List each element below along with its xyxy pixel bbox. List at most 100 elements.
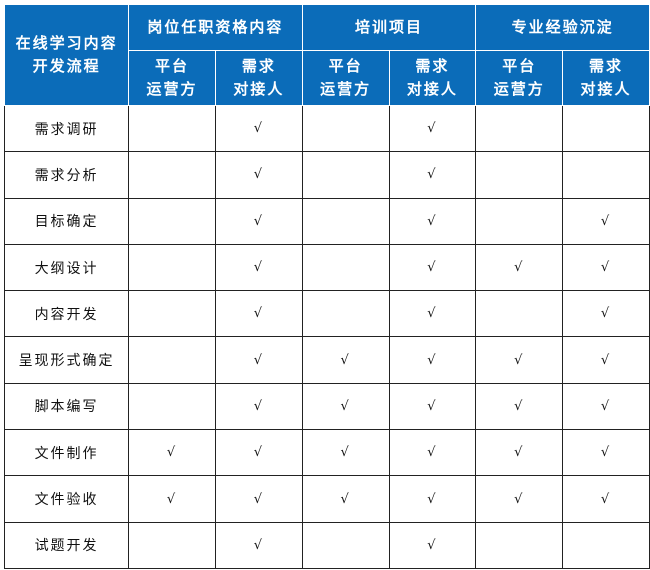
- check-cell: √: [475, 336, 564, 384]
- check-cell: √: [562, 243, 650, 292]
- row-label: 目标确定: [3, 197, 130, 245]
- checkmark-icon: √: [427, 398, 438, 414]
- checkmark-icon: √: [253, 260, 264, 276]
- checkmark-icon: √: [340, 352, 351, 368]
- row-label: 内容开发: [3, 290, 130, 338]
- corner-line-2: 开发流程: [32, 57, 101, 75]
- checkmark-icon: √: [253, 167, 264, 183]
- check-cell: √: [388, 521, 477, 569]
- check-cell: √: [388, 104, 477, 153]
- check-cell: √: [475, 243, 564, 292]
- group-header: 培训项目: [301, 4, 477, 51]
- empty-cell: [301, 290, 390, 338]
- checkmark-icon: √: [427, 167, 438, 183]
- checkmark-icon: √: [600, 445, 612, 461]
- sub-header: 平台 运营方: [128, 50, 216, 106]
- sub-header: 平台 运营方: [475, 50, 564, 106]
- checkmark-icon: √: [600, 352, 612, 368]
- process-table: 在线学习内容 开发流程 岗位任职资格内容 培训项目 专业经验沉淀 平台 运营方 需求…: [3, 4, 650, 569]
- check-cell: √: [388, 475, 477, 523]
- check-cell: √: [475, 429, 564, 477]
- corner-line-1: 在线学习内容: [15, 34, 118, 52]
- check-cell: √: [214, 521, 303, 569]
- row-label: 文件制作: [3, 429, 130, 477]
- row-label: 文件验收: [3, 475, 130, 523]
- check-cell: √: [214, 429, 303, 477]
- sub-header: 需求 对接人: [214, 50, 303, 106]
- checkmark-icon: √: [427, 260, 438, 276]
- checkmark-icon: √: [427, 491, 438, 507]
- row-label: 试题开发: [3, 521, 130, 569]
- sub-header-line: 对接人: [233, 80, 285, 98]
- check-cell: √: [301, 475, 390, 523]
- empty-cell: [128, 243, 216, 292]
- check-cell: √: [562, 336, 650, 384]
- checkmark-icon: √: [253, 445, 264, 461]
- row-label: 呈现形式确定: [3, 336, 130, 384]
- check-cell: √: [388, 197, 477, 245]
- row-label: 需求分析: [3, 151, 130, 199]
- sub-header: 平台 运营方: [301, 50, 390, 106]
- table-row: 目标确定 √ √ √: [3, 197, 650, 245]
- checkmark-icon: √: [514, 445, 525, 461]
- check-cell: √: [301, 382, 390, 431]
- sub-header-line: 平台: [502, 57, 537, 75]
- checkmark-icon: √: [427, 352, 438, 368]
- check-cell: √: [214, 336, 303, 384]
- empty-cell: [301, 151, 390, 199]
- check-cell: √: [214, 104, 303, 153]
- check-cell: √: [388, 290, 477, 338]
- check-cell: √: [388, 151, 477, 199]
- empty-cell: [301, 521, 390, 569]
- empty-cell: [128, 521, 216, 569]
- check-cell: √: [475, 475, 564, 523]
- check-cell: √: [562, 290, 650, 338]
- check-cell: √: [128, 429, 216, 477]
- check-cell: √: [301, 429, 390, 477]
- sub-header-line: 需求: [415, 57, 450, 75]
- empty-cell: [475, 521, 564, 569]
- checkmark-icon: √: [253, 121, 264, 137]
- table-row: 需求调研 √ √: [3, 104, 650, 153]
- checkmark-icon: √: [253, 537, 264, 553]
- checkmark-icon: √: [514, 352, 525, 368]
- empty-cell: [128, 290, 216, 338]
- checkmark-icon: √: [514, 260, 525, 276]
- corner-header: 在线学习内容 开发流程: [3, 4, 130, 106]
- checkmark-icon: √: [514, 491, 525, 507]
- check-cell: √: [562, 475, 650, 523]
- check-cell: √: [214, 197, 303, 245]
- empty-cell: [128, 336, 216, 384]
- table-row: 试题开发 √ √: [3, 521, 650, 569]
- checkmark-icon: √: [427, 537, 438, 553]
- checkmark-icon: √: [600, 398, 612, 414]
- checkmark-icon: √: [427, 306, 438, 322]
- check-cell: √: [214, 475, 303, 523]
- empty-cell: [301, 104, 390, 153]
- sub-header-line: 运营方: [493, 80, 545, 98]
- checkmark-icon: √: [600, 213, 612, 229]
- check-cell: √: [562, 382, 650, 431]
- sub-header-line: 需求: [241, 57, 276, 75]
- empty-cell: [301, 197, 390, 245]
- checkmark-icon: √: [427, 445, 438, 461]
- checkmark-icon: √: [427, 121, 438, 137]
- empty-cell: [301, 243, 390, 292]
- sub-header: 需求 对接人: [562, 50, 650, 106]
- sub-header: 需求 对接人: [388, 50, 477, 106]
- table-row: 大纲设计 √ √ √ √: [3, 243, 650, 292]
- check-cell: √: [388, 243, 477, 292]
- checkmark-icon: √: [253, 398, 264, 414]
- sub-header-line: 平台: [155, 57, 190, 75]
- check-cell: √: [388, 382, 477, 431]
- sub-header-line: 运营方: [146, 80, 198, 98]
- table-row: 呈现形式确定 √ √ √ √ √: [3, 336, 650, 384]
- table-row: 文件验收 √ √ √ √ √ √: [3, 475, 650, 523]
- empty-cell: [128, 151, 216, 199]
- empty-cell: [562, 151, 650, 199]
- check-cell: √: [214, 382, 303, 431]
- checkmark-icon: √: [253, 491, 264, 507]
- check-cell: √: [214, 290, 303, 338]
- check-cell: √: [214, 243, 303, 292]
- empty-cell: [128, 382, 216, 431]
